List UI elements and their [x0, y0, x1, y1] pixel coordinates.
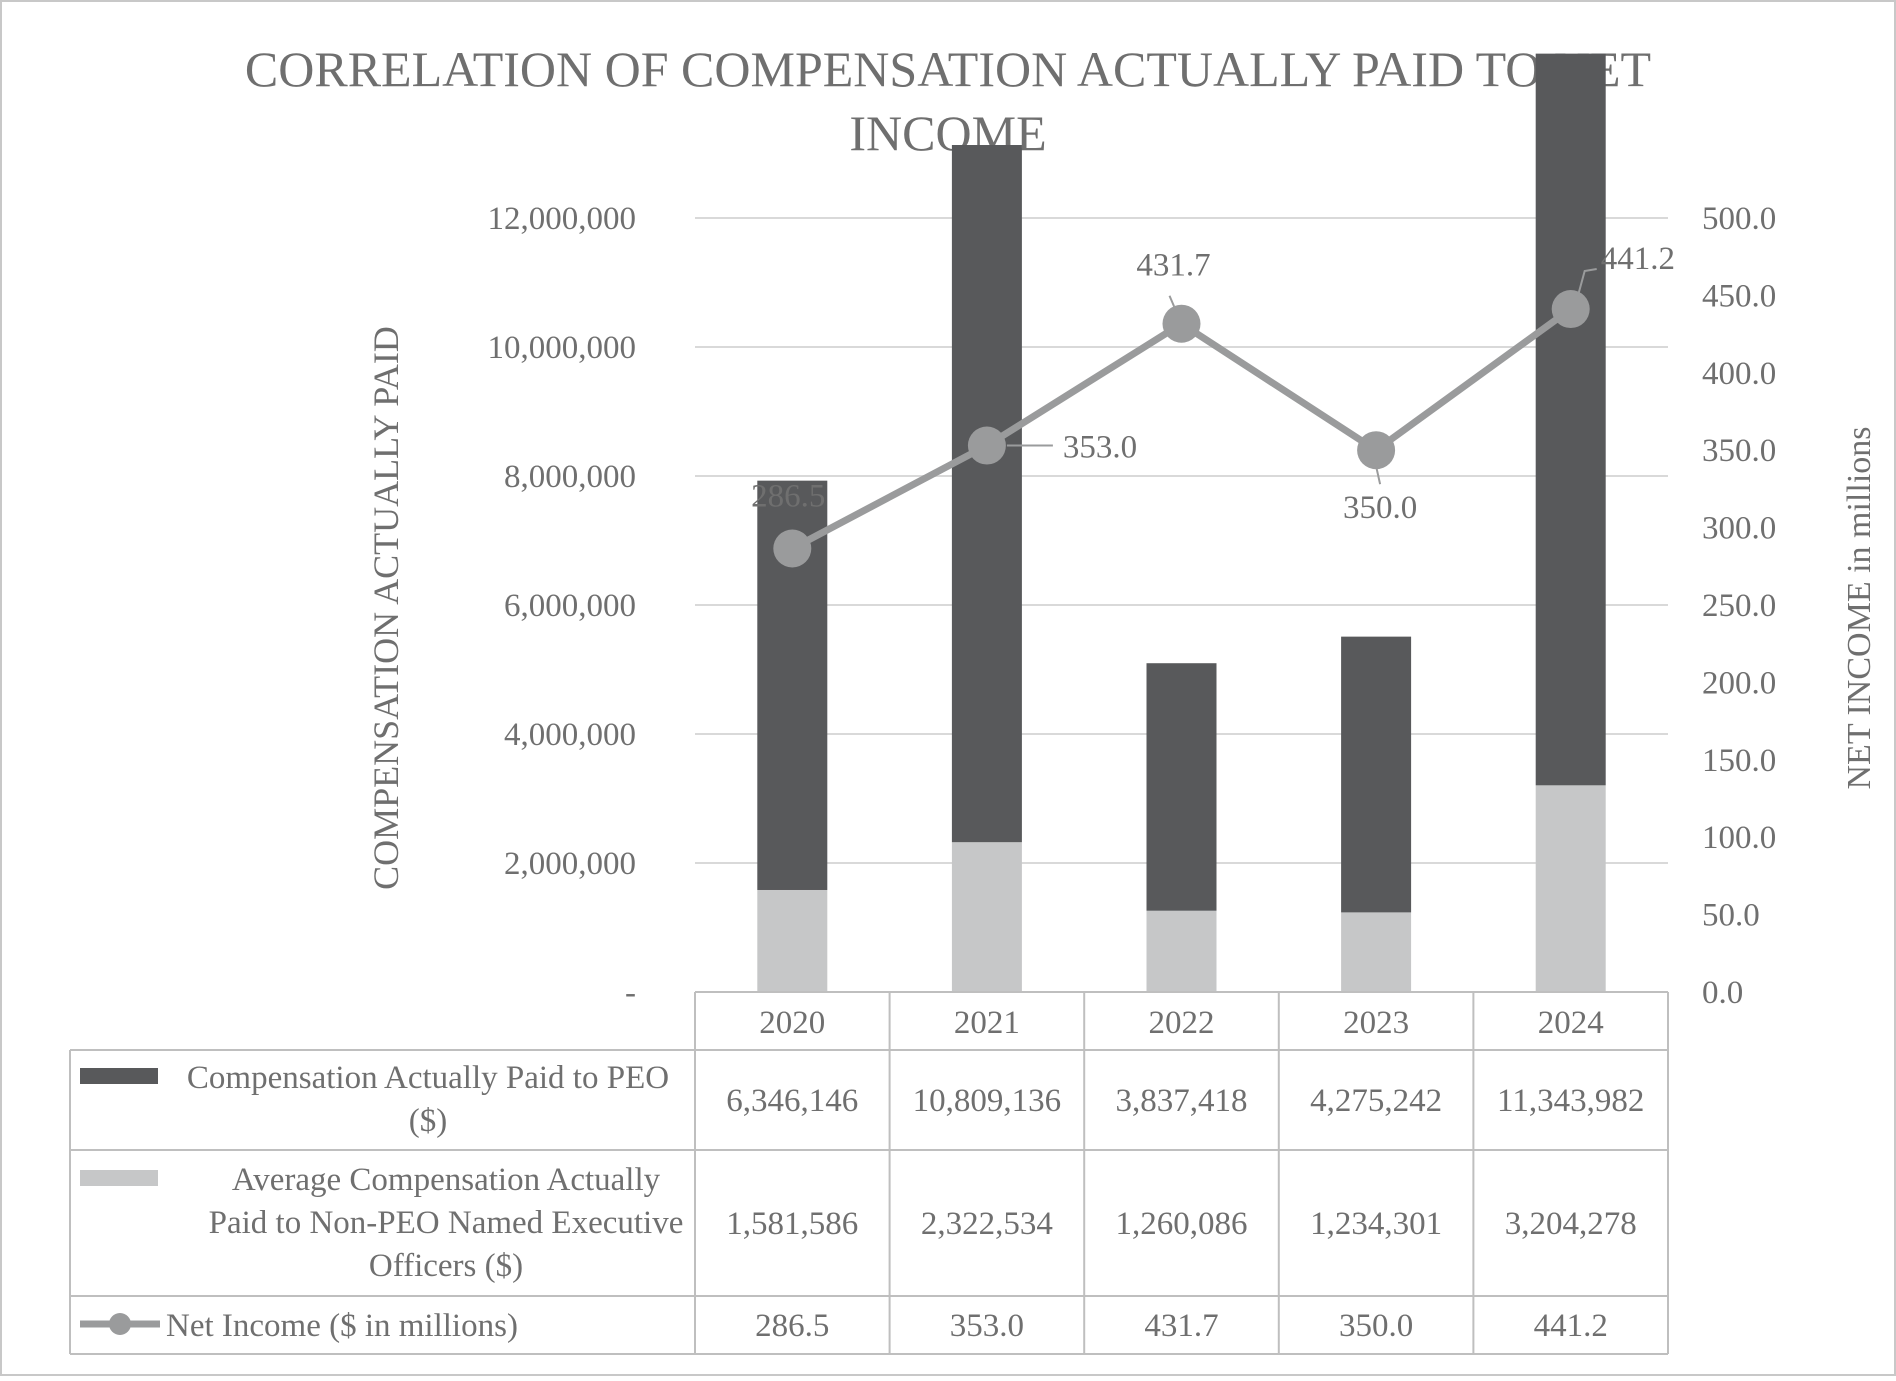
y-tick-label: 2,000,000: [504, 846, 636, 882]
bar-non-peo-2023: [1341, 912, 1412, 992]
y2-tick-label: 450.0: [1702, 278, 1776, 314]
data-label-leader: [1375, 465, 1382, 485]
y-tick-label: 12,000,000: [488, 201, 637, 237]
bar-non-peo-2024: [1535, 785, 1606, 992]
table-cell-series-3-2024: 441.2: [1534, 1308, 1608, 1344]
category-label-2024: 2024: [1538, 1005, 1604, 1041]
table-cell-series-2-2022: 1,260,086: [1116, 1206, 1248, 1242]
table-cell-series-2-2023: 1,234,301: [1310, 1206, 1442, 1242]
legend-key-non-peo: [80, 1170, 158, 1186]
legend-label-series-1-line-1: Compensation Actually Paid to PEO: [187, 1060, 669, 1096]
y2-tick-label: 250.0: [1702, 588, 1776, 624]
data-label-leader: [1168, 295, 1177, 311]
table-cell-series-1-2024: 11,343,982: [1497, 1083, 1644, 1119]
y-tick-label: 10,000,000: [488, 330, 637, 366]
axis-ticks: - 2,000,000 4,000,000 6,000,000 8,000,000 10,…: [488, 201, 1777, 1011]
y2-tick-label: 150.0: [1702, 743, 1776, 779]
table-cell-series-3-2022: 431.7: [1144, 1308, 1218, 1344]
y2-tick-label: 50.0: [1702, 898, 1760, 934]
net-income-marker-2024: [1551, 290, 1590, 329]
table-cell-series-1-2020: 6,346,146: [726, 1083, 858, 1119]
net-income-data-label-2020: 286.5: [751, 478, 825, 514]
y2-axis-label: NET INCOME in millions: [1841, 427, 1878, 790]
table-cell-series-3-2023: 350.0: [1339, 1308, 1413, 1344]
category-label-2023: 2023: [1343, 1005, 1409, 1041]
y2-tick-label: 500.0: [1702, 201, 1776, 237]
table-cell-series-1-2021: 10,809,136: [913, 1083, 1062, 1119]
legend-key-peo: [80, 1068, 158, 1084]
bar-peo-2024: [1535, 53, 1606, 786]
table-cell-series-3-2020: 286.5: [755, 1308, 829, 1344]
legend-label-series-2-line-1: Average Compensation Actually: [232, 1162, 661, 1198]
net-income-data-label-2023: 350.0: [1343, 490, 1417, 526]
y2-tick-label: 100.0: [1702, 820, 1776, 856]
legend-label-series-1-line-2: ($): [409, 1103, 447, 1139]
chart-title-line-1: CORRELATION OF COMPENSATION ACTUALLY PAI…: [245, 41, 1651, 97]
table-cell-series-1-2023: 4,275,242: [1310, 1083, 1442, 1119]
legend-label-series-2-line-3: Officers ($): [369, 1248, 523, 1284]
net-income-marker-2022: [1162, 304, 1201, 343]
legend-label-series-3-line-1: Net Income ($ in millions): [166, 1308, 518, 1344]
table-cell-series-2-2024: 3,204,278: [1505, 1206, 1637, 1242]
bar-non-peo-2022: [1146, 910, 1217, 992]
legend-label-series-2-line-2: Paid to Non-PEO Named Executive: [209, 1205, 684, 1241]
category-label-2021: 2021: [954, 1005, 1020, 1041]
y-tick-label: -: [625, 975, 636, 1011]
net-income-marker-2020: [773, 529, 812, 568]
y-tick-label: 4,000,000: [504, 717, 636, 753]
bar-peo-2021: [951, 145, 1022, 843]
data-label-leader: [1577, 268, 1597, 294]
table-cell-series-3-2021: 353.0: [950, 1308, 1024, 1344]
table-cell-series-1-2022: 3,837,418: [1116, 1083, 1248, 1119]
net-income-marker-2023: [1357, 431, 1396, 470]
legend-key-marker: [109, 1313, 131, 1335]
y-tick-label: 6,000,000: [504, 588, 636, 624]
bar-non-peo-2020: [757, 889, 828, 992]
y2-tick-label: 400.0: [1702, 356, 1776, 392]
category-label-2020: 2020: [759, 1005, 825, 1041]
table-cell-series-2-2020: 1,581,586: [726, 1206, 858, 1242]
bar-peo-2022: [1146, 663, 1217, 911]
y2-tick-label: 300.0: [1702, 511, 1776, 547]
y2-tick-label: 350.0: [1702, 433, 1776, 469]
net-income-data-label-2021: 353.0: [1063, 430, 1137, 466]
category-label-2022: 2022: [1149, 1005, 1215, 1041]
bar-non-peo-2021: [951, 842, 1022, 992]
y-axis-label: COMPENSATION ACTUALLY PAID: [366, 326, 406, 890]
net-income-data-label-2022: 431.7: [1136, 248, 1210, 284]
net-income-line: 286.5 353.0 431.7 350.0 441.2: [751, 241, 1675, 568]
bar-peo-2023: [1341, 636, 1412, 913]
net-income-marker-2021: [967, 426, 1006, 465]
data-table: 2020 2021 2022 2023 2024 6,346,146 10,809,136 3…: [69, 991, 1669, 1355]
net-income-data-label-2024: 441.2: [1601, 241, 1675, 277]
table-cell-series-2-2021: 2,322,534: [921, 1206, 1053, 1242]
y2-tick-label: 0.0: [1702, 975, 1743, 1011]
y2-tick-label: 200.0: [1702, 665, 1776, 701]
y-tick-label: 8,000,000: [504, 459, 636, 495]
